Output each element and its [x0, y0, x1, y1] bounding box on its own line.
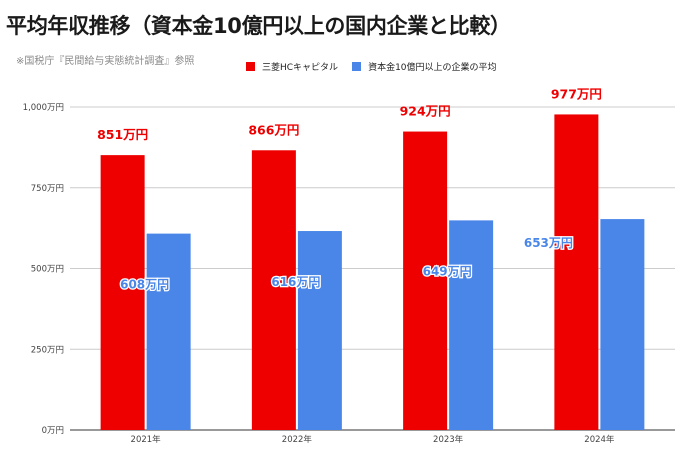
x-tick-label: 2024年 [584, 434, 615, 445]
bar-series-2 [449, 220, 494, 430]
y-tick-label: 500万円 [31, 265, 64, 275]
chart-title: 平均年収推移（資本金10億円以上の国内企業と比較） [6, 14, 511, 38]
legend-item-series-2: 資本金10億円以上の企業の平均 [352, 60, 497, 73]
legend-item-series-1: 三菱HCキャピタル [246, 60, 338, 73]
data-label-series-2: 616万円 [271, 275, 320, 289]
data-label-series-1: 866万円 [248, 122, 299, 137]
y-tick-label: 750万円 [31, 184, 64, 194]
legend-label-series-1: 三菱HCキャピタル [262, 63, 339, 73]
bar-series-1 [251, 150, 296, 431]
data-label-series-1: 924万円 [400, 104, 451, 119]
data-label-series-1: 977万円 [551, 86, 602, 101]
legend: 三菱HCキャピタル 資本金10億円以上の企業の平均 [246, 60, 511, 73]
source-note: ※国税庁『民間給与実態統計調査』参照 [16, 56, 195, 67]
bar-series-1 [403, 131, 448, 430]
data-label-series-2: 649万円 [423, 264, 472, 278]
bar-series-1 [554, 114, 599, 430]
legend-swatch-series-2 [352, 62, 362, 71]
data-label-series-1: 851万円 [97, 127, 148, 142]
bar-series-2 [146, 233, 191, 430]
legend-label-series-2: 資本金10億円以上の企業の平均 [368, 63, 497, 73]
x-tick-label: 2021年 [131, 434, 162, 445]
x-tick-label: 2022年 [282, 434, 313, 445]
y-tick-label: 1,000万円 [23, 103, 64, 113]
bar-series-2 [600, 219, 645, 430]
bar-series-1 [100, 155, 145, 430]
y-tick-label: 0万円 [42, 426, 64, 436]
x-tick-label: 2023年 [433, 434, 464, 445]
legend-swatch-series-1 [246, 62, 255, 71]
bar-series-2 [297, 231, 342, 430]
y-tick-label: 250万円 [31, 345, 64, 355]
data-label-series-2: 608万円 [120, 278, 169, 292]
data-label-series-2: 653万円 [524, 236, 573, 250]
